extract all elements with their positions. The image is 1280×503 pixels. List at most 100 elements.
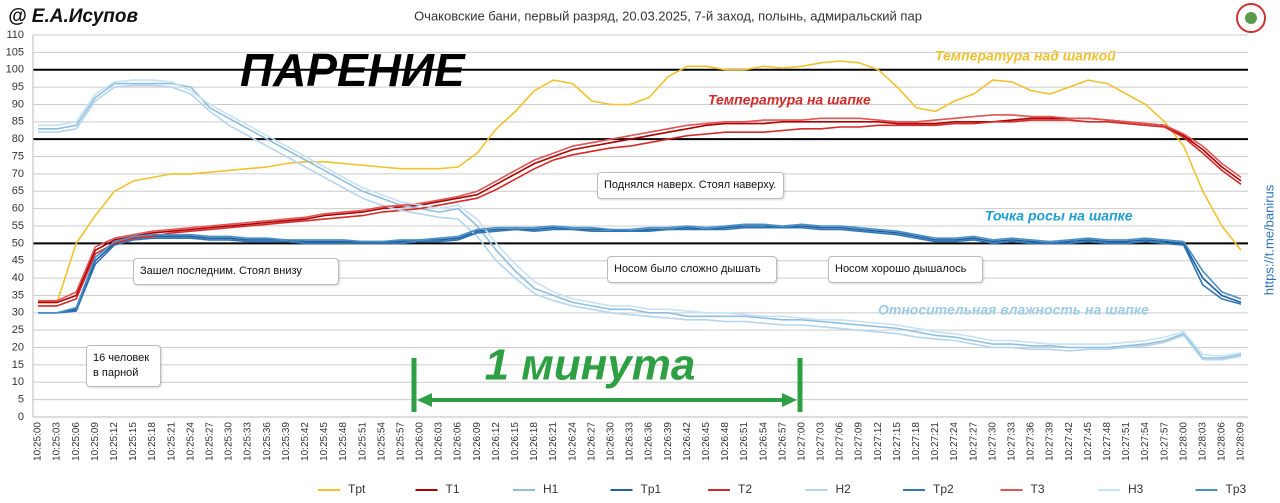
series-line [38,223,1242,314]
legend: Tpt T1 H1 Tp1 T2 H2 Tp2 T3 H3 Tp3 [318,482,1247,496]
x-tick-label: 10:25:45 [319,422,330,461]
chart-title: Очаковские бани, первый разряд, 20.03.20… [414,8,922,23]
lines [38,60,1242,361]
y-tick-label: 25 [12,324,24,336]
x-tick-label: 10:26:36 [644,422,655,461]
x-tick-label: 10:27:27 [968,422,979,461]
y-tick-label: 20 [12,341,24,353]
y-tick-label: 70 [12,168,24,180]
x-tick-label: 10:26:45 [701,422,712,461]
x-tick-label: 10:26:00 [415,422,426,461]
series-line [38,225,1242,314]
x-tick-label: 10:27:18 [911,422,922,461]
y-tick-label: 75 [12,150,24,162]
annotation: Точка росы на шапке [985,208,1133,224]
annotation: Относительная влажность на шапке [878,302,1149,318]
y-tick-label: 65 [12,185,24,197]
author: @ Е.А.Исупов [8,6,138,27]
logo-center [1245,12,1257,24]
y-tick-label: 80 [12,133,24,145]
x-tick-label: 10:27:42 [1064,422,1075,461]
legend-label: H2 [836,482,852,496]
x-tick-label: 10:27:24 [949,422,960,461]
x-tick-label: 10:27:03 [816,422,827,461]
y-tick-label: 95 [12,81,24,93]
y-tick-label: 105 [6,46,24,58]
x-tick-label: 10:25:09 [90,422,101,461]
x-tick-label: 10:28:06 [1217,422,1228,461]
legend-label: H3 [1128,482,1144,496]
callout: Носом было сложно дышать [607,256,777,283]
y-tick-label: 85 [12,116,24,128]
x-tick-label: 10:27:39 [1045,422,1056,461]
arrow-head [417,393,432,407]
x-tick-label: 10:25:15 [128,422,139,461]
y-tick-label: 90 [12,98,24,110]
x-tick-label: 10:27:21 [930,422,941,461]
y-tick-label: 10 [12,376,24,388]
x-tick-label: 10:27:30 [987,422,998,461]
x-tick-label: 10:26:27 [586,422,597,461]
x-tick-label: 10:25:36 [262,422,273,461]
callout: Поднялся наверх. Стоял наверху. [597,172,784,199]
x-tick-label: 10:26:18 [529,422,540,461]
y-tick-label: 45 [12,255,24,267]
x-tick-label: 10:27:33 [1006,422,1017,461]
x-tick-label: 10:25:12 [109,422,120,461]
legend-label: Tp2 [933,482,954,496]
x-tick-label: 10:27:57 [1159,422,1170,461]
y-tick-label: 110 [6,29,24,41]
x-tick-label: 10:26:15 [510,422,521,461]
y-tick-label: 5 [18,394,24,406]
x-tick-label: 10:26:24 [567,422,578,461]
annotations: Температура над шапкой Температура на шап… [708,48,1149,318]
x-tick-label: 10:27:45 [1083,422,1094,461]
x-tick-label: 10:26:54 [758,422,769,461]
x-tick-label: 10:27:00 [796,422,807,461]
y-tick-label: 50 [12,237,24,249]
x-tick-label: 10:25:33 [243,422,254,461]
x-tick-label: 10:26:21 [548,422,559,461]
series-line [38,119,1242,307]
span-marker: 1 минута [411,341,803,412]
callout: Носом хорошо дышалось [828,256,983,283]
y-tick-label: 40 [12,272,24,284]
legend-label: Tp3 [1226,482,1247,496]
x-tick-label: 10:27:54 [1140,422,1151,461]
x-tick-label: 10:26:06 [453,422,464,461]
callout: Зашел последним. Стоял внизу [133,258,339,285]
annotation: Температура на шапке [708,92,871,108]
y-tick-label: 100 [6,64,24,76]
span-label: 1 минута [485,341,696,390]
x-tick-label: 10:26:30 [605,422,616,461]
y-tick-label: 60 [12,203,24,215]
x-tick-label: 10:25:27 [204,422,215,461]
y-tick-label: 15 [12,359,24,371]
series-line [38,82,1242,359]
x-tick-label: 10:26:42 [682,422,693,461]
y-tick-label: 55 [12,220,24,232]
x-tick-label: 10:27:36 [1026,422,1037,461]
x-tick-label: 10:26:12 [491,422,502,461]
y-tick-label: 35 [12,289,24,301]
x-tick-label: 10:27:15 [892,422,903,461]
x-tick-label: 10:25:00 [33,422,44,461]
legend-label: T1 [446,482,460,496]
legend-label: Tpt [348,482,366,496]
x-tick-label: 10:25:21 [166,422,177,461]
y-tick-label: 0 [18,411,24,423]
x-tick-label: 10:25:30 [224,422,235,461]
x-tick-label: 10:26:48 [720,422,731,461]
x-tick-label: 10:26:57 [777,422,788,461]
series-line [38,226,1242,314]
x-tick-label: 10:26:39 [663,422,674,461]
series-line [38,84,1242,361]
x-tick-label: 10:25:06 [71,422,82,461]
x-tick-label: 10:25:57 [395,422,406,461]
x-tick-label: 10:28:09 [1236,422,1247,461]
x-tick-label: 10:28:00 [1178,422,1189,461]
x-tick-label: 10:26:33 [625,422,636,461]
arrow-head [782,393,797,407]
x-tick-label: 10:26:51 [739,422,750,461]
